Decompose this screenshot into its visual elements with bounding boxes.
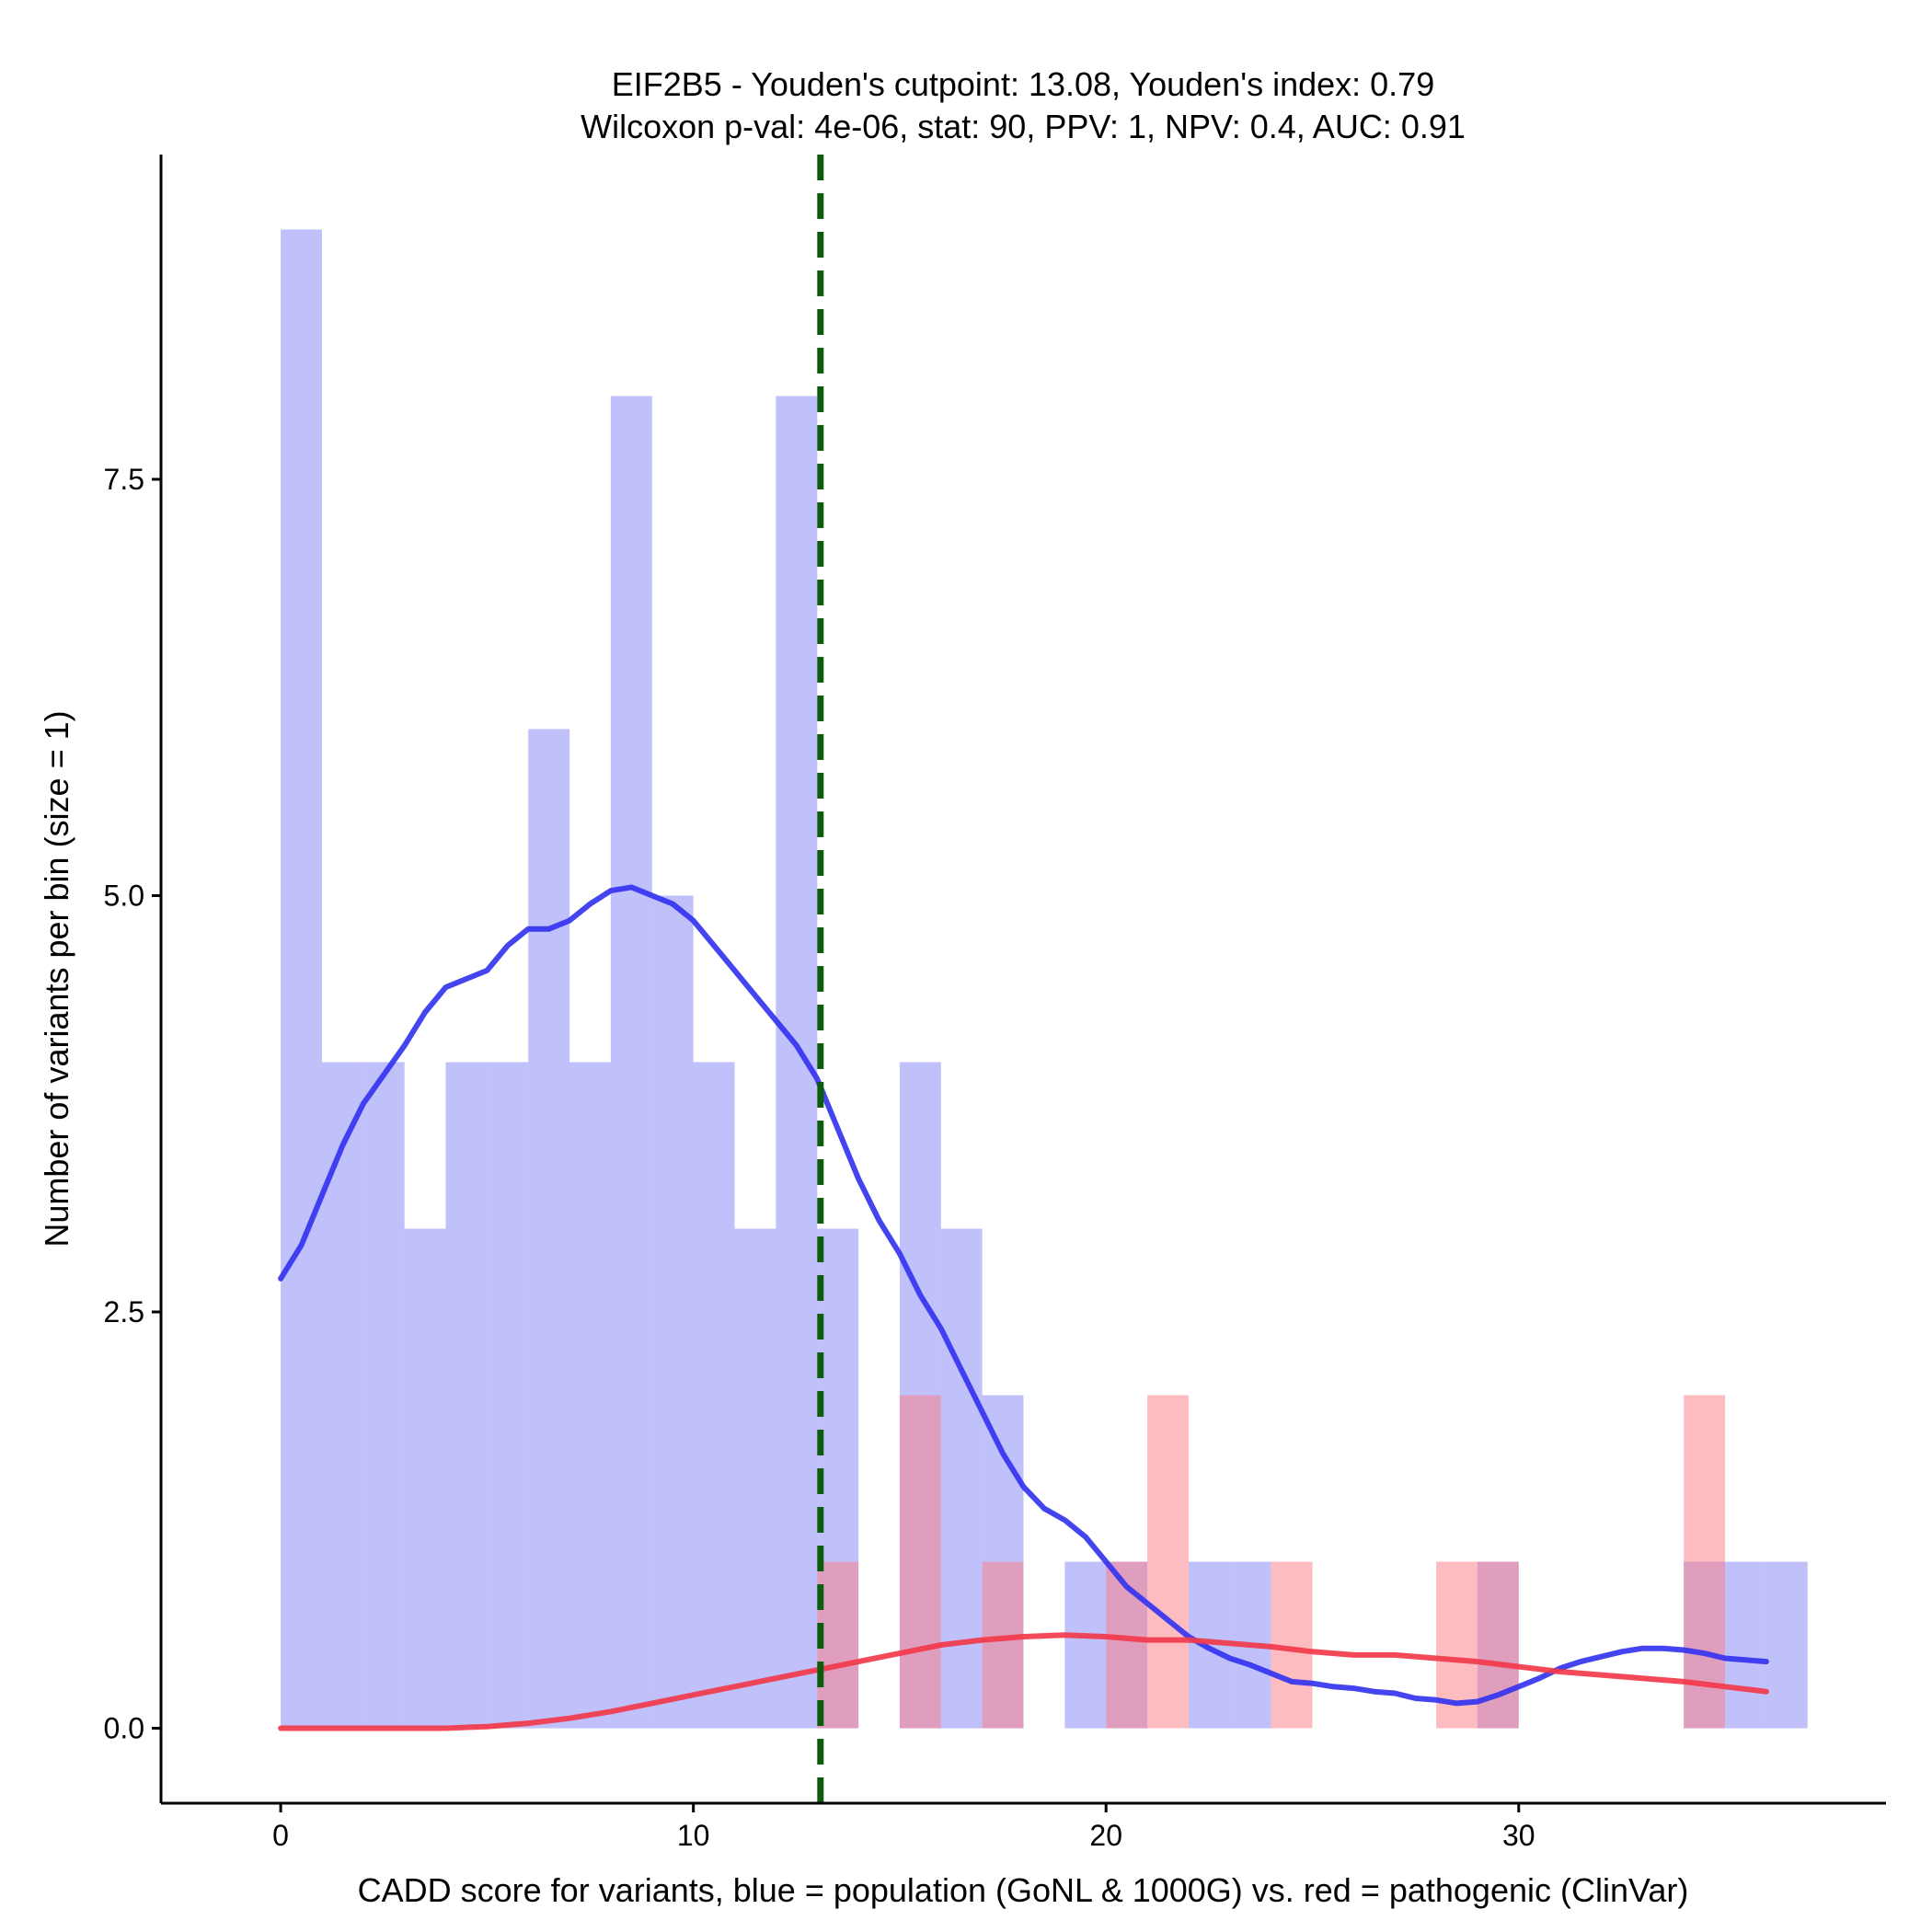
population-bar-3 — [404, 1228, 446, 1729]
population-bars — [281, 229, 1808, 1729]
y-axis-ticks: 0.0 2.5 5.0 7.5 — [104, 463, 161, 1745]
y-tick-label: 2.5 — [104, 1295, 144, 1328]
population-bar-36 — [1765, 1561, 1808, 1729]
x-axis-ticks: 0 10 20 30 — [272, 1803, 1535, 1852]
pathogenic-bar-15 — [899, 1395, 941, 1729]
population-bar-9 — [651, 895, 694, 1729]
population-bar-0 — [281, 229, 322, 1729]
x-axis-label: CADD score for variants, blue = populati… — [358, 1871, 1689, 1909]
y-tick-label: 0.0 — [104, 1712, 144, 1745]
x-tick-label: 30 — [1502, 1819, 1535, 1852]
pathogenic-bar-13 — [817, 1561, 859, 1729]
y-tick-label: 5.0 — [104, 879, 144, 912]
pathogenic-bar-34 — [1684, 1395, 1726, 1729]
population-bar-6 — [528, 729, 570, 1729]
chart-title-line-1: EIF2B5 - Youden's cutpoint: 13.08, Youde… — [612, 65, 1434, 103]
x-tick-label: 10 — [677, 1819, 710, 1852]
population-bar-16 — [940, 1228, 983, 1729]
population-bar-12 — [776, 396, 818, 1729]
population-bar-1 — [321, 1062, 363, 1729]
chart-title-line-2: Wilcoxon p-val: 4e-06, stat: 90, PPV: 1,… — [581, 108, 1466, 145]
x-tick-label: 20 — [1089, 1819, 1122, 1852]
population-bar-11 — [734, 1228, 776, 1729]
pathogenic-bar-21 — [1147, 1395, 1189, 1729]
population-bar-19 — [1064, 1561, 1107, 1729]
pathogenic-bar-29 — [1477, 1561, 1519, 1729]
y-axis-label: Number of variants per bin (size = 1) — [38, 710, 75, 1247]
population-bar-5 — [487, 1062, 529, 1729]
population-bar-8 — [610, 396, 652, 1729]
population-bar-35 — [1725, 1561, 1766, 1729]
x-tick-label: 0 — [272, 1819, 289, 1852]
y-tick-label: 7.5 — [104, 463, 144, 496]
population-bar-7 — [569, 1062, 611, 1729]
population-bar-4 — [445, 1062, 488, 1729]
population-bar-2 — [362, 1062, 405, 1729]
population-density-curve — [278, 884, 1769, 1707]
pathogenic-bar-17 — [982, 1561, 1024, 1729]
population-bar-10 — [693, 1062, 735, 1729]
pathogenic-density-curve — [278, 1632, 1769, 1731]
